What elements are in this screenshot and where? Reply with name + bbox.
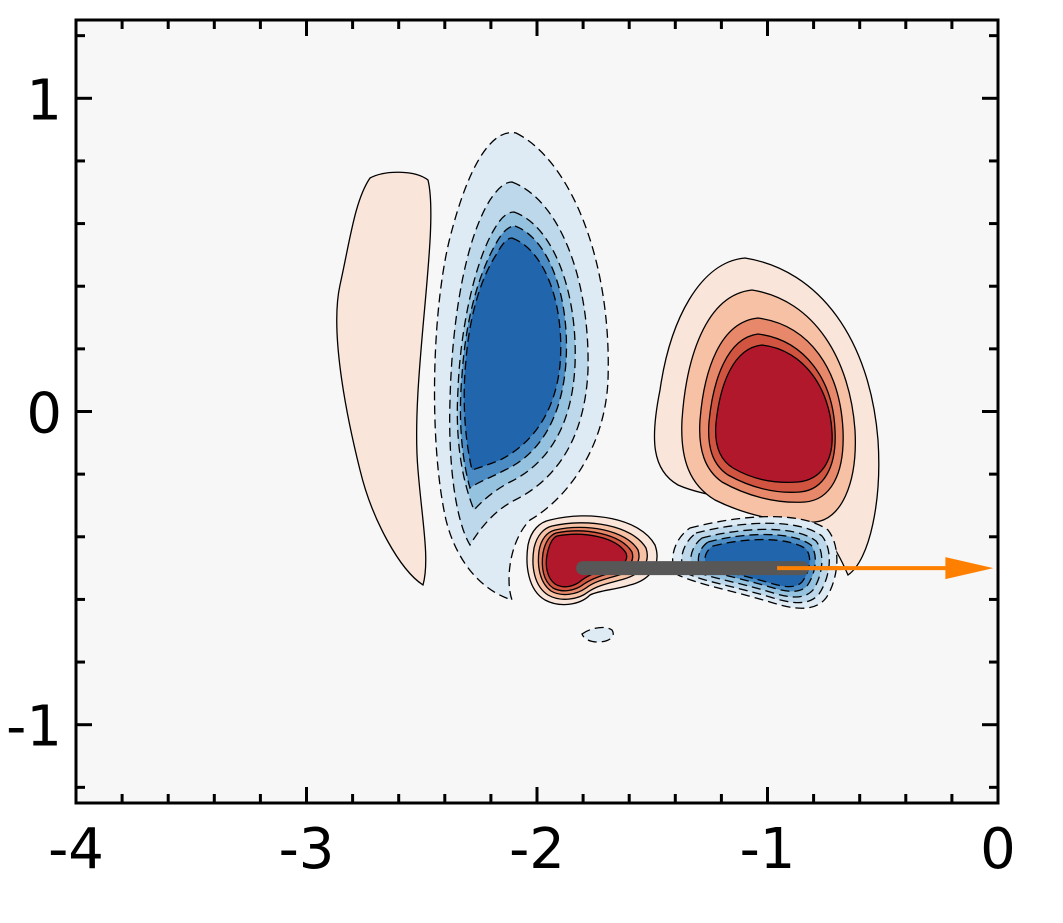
y-axis-tick-labels: 1 0 -1 xyxy=(6,68,62,759)
axis-ticks xyxy=(74,20,1000,803)
direction-arrow-head xyxy=(945,557,994,580)
x-tick-label: -3 xyxy=(279,817,335,882)
y-tick-label: 1 xyxy=(26,68,62,133)
y-tick-label: 0 xyxy=(26,382,62,447)
contour-region-negative-main xyxy=(433,132,609,602)
contour-level-5 xyxy=(714,344,833,484)
x-tick-label: 0 xyxy=(980,817,1016,882)
contour-region-positive-left-band xyxy=(336,171,432,587)
x-tick-label: -4 xyxy=(48,817,104,882)
x-tick-label: -2 xyxy=(509,817,565,882)
contour-region-positive-main xyxy=(653,257,880,576)
y-tick-label: -1 xyxy=(6,695,62,760)
contour-level-1 xyxy=(336,171,432,587)
contour-region-negative-small xyxy=(581,626,614,643)
plate-layer xyxy=(576,557,994,580)
contour-level-1 xyxy=(581,626,614,643)
contour-regions xyxy=(336,132,880,643)
x-axis-tick-labels: -4 -3 -2 -1 0 xyxy=(48,817,1016,882)
x-tick-label: -1 xyxy=(740,817,796,882)
contour-region-positive-near-plate xyxy=(526,515,658,606)
contour-level-5 xyxy=(463,237,562,471)
contour-level-5 xyxy=(545,533,628,588)
